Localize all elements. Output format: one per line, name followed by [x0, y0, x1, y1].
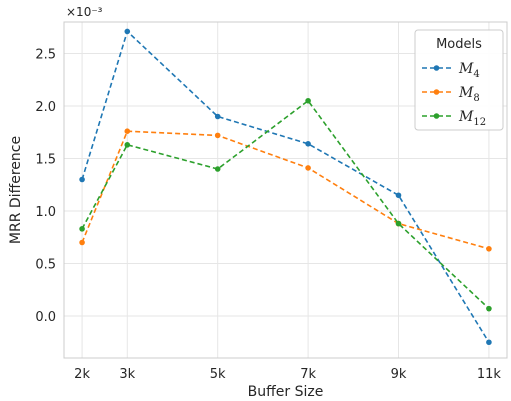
series-m4 [79, 28, 492, 346]
y-tick-label: 2.0 [35, 100, 56, 115]
data-point [305, 141, 311, 147]
legend-label-subscript: 12 [473, 117, 486, 128]
data-point [486, 305, 492, 312]
legend-label-subscript: 8 [473, 93, 479, 104]
data-point [214, 132, 221, 139]
data-point [305, 97, 311, 104]
data-point [305, 165, 311, 171]
plot-frame [63, 21, 508, 359]
series-layer [79, 28, 492, 346]
series-line [81, 99, 490, 310]
legend-swatch-marker [433, 65, 440, 71]
legend-label: M4 [458, 61, 480, 80]
legend-label: M12 [458, 109, 486, 128]
data-point [124, 128, 131, 134]
series-m8 [79, 128, 492, 252]
legend-label-subscript: 4 [473, 69, 479, 80]
legend-item-m12: M12 [422, 109, 486, 128]
y-axis-ticks: 0.0 0.5 1.0 1.5 2.0 2.5 [35, 48, 56, 326]
legend-item-m4: M4 [422, 61, 480, 80]
x-tick-label: 7k [300, 367, 316, 382]
data-point [486, 246, 492, 252]
data-point [395, 220, 402, 227]
data-point [124, 28, 131, 35]
data-point [79, 226, 85, 232]
series-m12 [79, 97, 492, 312]
x-axis-label: Buffer Size [248, 384, 324, 400]
legend-title: Models [436, 37, 482, 52]
x-axis-ticks: 2k 3k 5k 7k 9k 11k [74, 367, 501, 382]
y-tick-label: 0.0 [35, 310, 56, 325]
legend-label-name: M [458, 61, 474, 77]
legend-box [414, 29, 504, 131]
legend-item-m8: M8 [422, 85, 480, 104]
x-tick-label: 3k [119, 367, 135, 382]
data-point [214, 113, 221, 120]
y-tick-label: 1.0 [35, 205, 56, 220]
data-point [124, 142, 131, 148]
legend-swatch-marker [433, 113, 440, 119]
data-point [395, 192, 402, 199]
legend-label-name: M [458, 109, 474, 125]
legend-label: M8 [458, 85, 480, 104]
y-offset-label: ×10⁻³ [66, 5, 103, 19]
y-tick-label: 1.5 [35, 153, 56, 168]
data-point [486, 339, 492, 346]
y-axis-label: MRR Difference [8, 136, 24, 244]
series-line [81, 130, 490, 250]
x-tick-label: 5k [210, 367, 226, 382]
y-tick-label: 0.5 [35, 258, 56, 273]
series-line [81, 29, 490, 343]
x-tick-label: 9k [391, 367, 407, 382]
y-tick-label: 2.5 [35, 48, 56, 63]
legend-swatch-marker [433, 89, 440, 95]
data-point [214, 166, 221, 172]
data-point [79, 176, 85, 183]
x-tick-label: 2k [74, 367, 90, 382]
x-tick-label: 11k [477, 367, 502, 382]
data-point [79, 239, 85, 246]
legend-label-name: M [458, 85, 474, 101]
